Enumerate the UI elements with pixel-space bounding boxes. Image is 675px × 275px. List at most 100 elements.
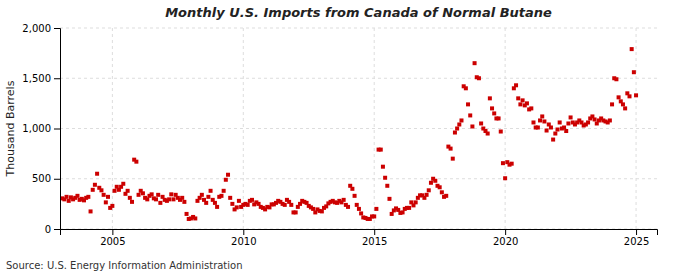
point [167,197,171,201]
x-tick-label: 2015 [362,236,387,247]
point [246,203,250,207]
x-tick: 2005 [100,229,125,247]
point [407,206,411,210]
point [342,198,346,202]
grid-line-y [60,128,657,129]
y-tick-label: 2,000 [22,23,51,34]
point [553,132,557,136]
point [228,196,232,200]
point [230,202,234,206]
grid-line-y [60,178,657,179]
x-axis: 2005 2010 2015 2020 2025 [61,229,658,247]
point [623,106,627,110]
point [429,181,433,185]
point [425,193,429,197]
x-tick-label: 2025 [624,236,649,247]
annotation: Source: U.S. Energy Information Administ… [6,260,243,271]
title: Monthly U.S. Imports from Canada of Norm… [165,5,552,20]
point [525,101,529,105]
point [564,129,568,133]
point [536,125,540,129]
point [617,95,621,99]
point [158,201,162,205]
point [346,205,350,209]
point [459,118,463,122]
point [357,207,361,211]
point [518,102,522,106]
point [359,211,363,215]
point [206,195,210,199]
point [93,183,97,187]
point [586,120,590,124]
point [226,173,230,177]
x-tick-mark [243,229,244,235]
grid-line-y [60,28,657,29]
point [542,119,546,123]
point [283,203,287,207]
x-axis-line [61,230,658,236]
point [320,209,324,213]
point [113,189,117,193]
x-tick: 2020 [493,229,518,247]
point [569,115,573,119]
point [593,117,597,121]
point [311,207,315,211]
y-tick: 1,000 [22,123,60,134]
point [401,210,405,214]
point [383,176,387,180]
point [545,129,549,133]
grid-line-y [60,78,657,79]
point [514,83,518,87]
point [169,192,173,196]
point [492,111,496,115]
point [433,179,437,183]
point [215,205,219,209]
point [499,130,503,134]
point [632,70,636,74]
y-tick-label: 1,000 [22,123,51,134]
point [355,203,359,207]
point [156,193,160,197]
x-tick: 2015 [362,229,387,247]
point [538,118,542,122]
x-tick-mark [374,229,375,235]
point [556,128,560,132]
point [521,98,525,102]
point [250,198,254,202]
point [490,106,494,110]
y-tick-label: 0 [45,224,51,235]
point [387,197,391,201]
point [200,193,204,197]
point [137,193,141,197]
point [470,124,474,128]
point [385,184,389,188]
grid-line-x [505,28,506,229]
grid-line-x [636,28,637,229]
y-tick-label: 1,500 [22,73,51,84]
point [503,176,507,180]
y-tick: 2,000 [22,23,60,34]
point [466,102,470,106]
point [479,121,483,125]
point [381,165,385,169]
point [510,162,514,166]
x-tick: 2010 [231,229,256,247]
y-tick-mark [54,229,60,230]
y-tick-mark [54,78,60,79]
point [104,200,108,204]
point [453,131,457,135]
grid-line-x [112,28,113,229]
point [95,172,99,176]
point [130,200,134,204]
point [289,203,293,207]
point [372,214,376,218]
point [497,116,501,120]
point [102,193,106,197]
y-tick-label: 500 [32,173,51,184]
point [628,94,632,98]
x-tick-mark [505,229,506,235]
point [531,120,535,124]
y-tick: 0 [45,224,60,235]
point [444,194,448,198]
grid-line-x [243,28,244,229]
